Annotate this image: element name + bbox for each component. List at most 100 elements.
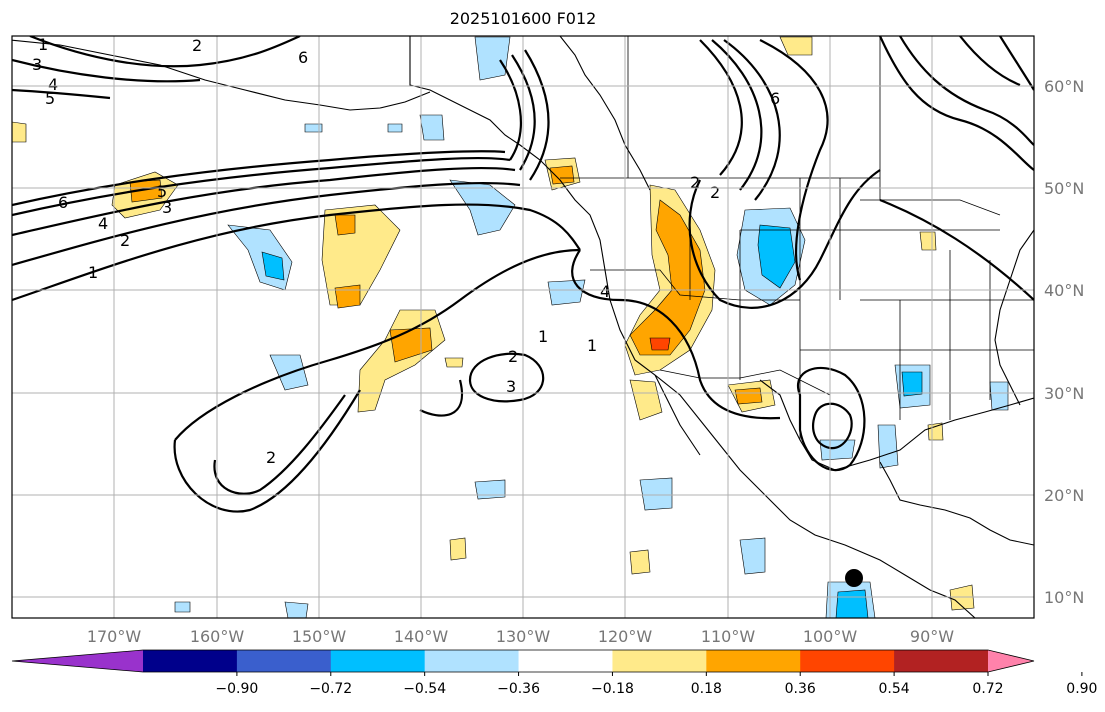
positive-anomaly-area	[549, 165, 575, 185]
contour-label: 5	[157, 182, 167, 201]
negative-anomaly-area	[989, 381, 1009, 411]
colorbar-segment	[800, 650, 895, 672]
positive-anomaly-area	[12, 121, 27, 143]
colorbar-segment	[612, 650, 707, 672]
colorbar-tick-label: 0.90	[1066, 681, 1097, 697]
lon-label: 90°W	[910, 627, 954, 646]
contour-label-group: 6 5 4 3 2 1 6 5 4 3 2 1 2 3 1 1 4 2 2 2 …	[32, 35, 780, 467]
colorbar-tick-label: −0.72	[309, 681, 352, 697]
lon-label: 100°W	[803, 627, 858, 646]
colorbar-segment	[143, 650, 238, 672]
negative-anomaly-area	[261, 251, 285, 281]
contour-label: 4	[48, 75, 58, 94]
negative-anomaly-area	[757, 224, 796, 289]
contour-label: 5	[45, 89, 55, 108]
colorbar-extend-low	[12, 650, 143, 672]
lat-label: 20°N	[1044, 486, 1084, 505]
positive-anomaly-area	[649, 337, 671, 351]
negative-anomaly-area	[835, 589, 869, 618]
colorbar-segment	[236, 650, 332, 672]
positive-anomaly-area	[629, 379, 663, 421]
colorbar-tick-label: −0.90	[215, 681, 258, 697]
negative-anomaly-area	[739, 537, 766, 575]
negative-anomaly-area	[877, 424, 899, 469]
contour-label: 2	[690, 173, 700, 192]
colorbar-outline	[11, 649, 1035, 673]
graticule	[12, 36, 1034, 618]
lat-label: 40°N	[1044, 281, 1084, 300]
colorbar-tick-label: −0.36	[497, 681, 540, 697]
positive-anomaly-area	[629, 199, 706, 356]
lon-label: 110°W	[701, 627, 756, 646]
contour-label: 4	[98, 214, 108, 233]
colorbar-tick-label: −0.54	[403, 681, 446, 697]
lon-label: 170°W	[87, 627, 142, 646]
contour-label: 3	[162, 198, 172, 217]
positive-anomaly-area	[449, 537, 467, 561]
contour-label: 6	[770, 89, 780, 108]
negative-anomaly-area	[419, 114, 445, 141]
contour-label: 1	[88, 263, 98, 282]
positive-anomaly-area	[334, 214, 356, 236]
colorbar-tick-label: 0.36	[785, 681, 816, 697]
contour-label: 6	[58, 193, 68, 212]
lat-label: 60°N	[1044, 77, 1084, 96]
borders	[560, 36, 1034, 440]
coastlines	[12, 36, 1034, 618]
lon-label: 140°W	[394, 627, 449, 646]
contour-label: 2	[266, 448, 276, 467]
negative-anomaly-area	[901, 371, 923, 397]
colorbar-segment	[706, 650, 801, 672]
contour-label: 4	[600, 282, 610, 301]
lon-label: 150°W	[292, 627, 347, 646]
contour-label: 1	[38, 35, 48, 54]
negative-anomaly-area	[819, 439, 856, 461]
contour-label: 1	[587, 336, 597, 355]
colorbar-segment	[894, 650, 989, 672]
contour-label: 3	[506, 377, 516, 396]
contour-label: 2	[120, 231, 130, 250]
colorbar-extend-high	[988, 650, 1034, 672]
negative-anomaly-area	[304, 123, 323, 133]
contour-label: 2	[192, 36, 202, 55]
lon-label: 130°W	[496, 627, 551, 646]
latitude-labels: 60°N 50°N 40°N 30°N 20°N 10°N	[1044, 77, 1084, 607]
contour-label: 1	[538, 327, 548, 346]
colorbar-ticks: −0.90 −0.72 −0.54 −0.36 −0.18 0.18 0.36 0.54 0.7…	[215, 672, 1097, 697]
colorbar-segment	[518, 650, 613, 672]
location-marker	[845, 569, 863, 587]
negative-anomaly-area	[639, 477, 673, 511]
colorbar-tick-label: 0.18	[691, 681, 722, 697]
anomaly-shading	[12, 36, 1009, 618]
negative-anomaly-area	[474, 36, 511, 81]
negative-anomaly-area	[449, 179, 516, 236]
negative-anomaly-area	[474, 479, 506, 500]
colorbar-segment	[330, 650, 426, 672]
positive-anomaly-area	[734, 387, 763, 405]
colorbar-tick-label: 0.72	[972, 681, 1003, 697]
positive-anomaly-area	[444, 357, 464, 368]
negative-anomaly-area	[174, 601, 191, 613]
map-frame	[11, 35, 1035, 619]
positive-anomaly-area	[919, 231, 937, 251]
colorbar-tick-label: 0.54	[879, 681, 910, 697]
lon-label: 160°W	[190, 627, 245, 646]
contour-label: 3	[32, 55, 42, 74]
positive-anomaly-area	[629, 549, 651, 575]
positive-anomaly-area	[927, 422, 944, 441]
colorbar-segment	[424, 650, 520, 672]
lat-label: 50°N	[1044, 179, 1084, 198]
lon-label: 120°W	[598, 627, 653, 646]
lat-label: 10°N	[1044, 588, 1084, 607]
map-title: 2025101600 F012	[449, 9, 597, 28]
positive-anomaly-area	[334, 284, 361, 309]
contour-label: 6	[298, 48, 308, 67]
contour-label: 2	[710, 183, 720, 202]
negative-anomaly-area	[284, 601, 309, 618]
longitude-labels: 170°W 160°W 150°W 140°W 130°W 120°W 110°…	[87, 627, 954, 646]
contour-label: 2	[508, 347, 518, 366]
colorbar	[11, 649, 1035, 673]
colorbar-tick-label: −0.18	[591, 681, 634, 697]
negative-anomaly-area	[387, 123, 403, 133]
